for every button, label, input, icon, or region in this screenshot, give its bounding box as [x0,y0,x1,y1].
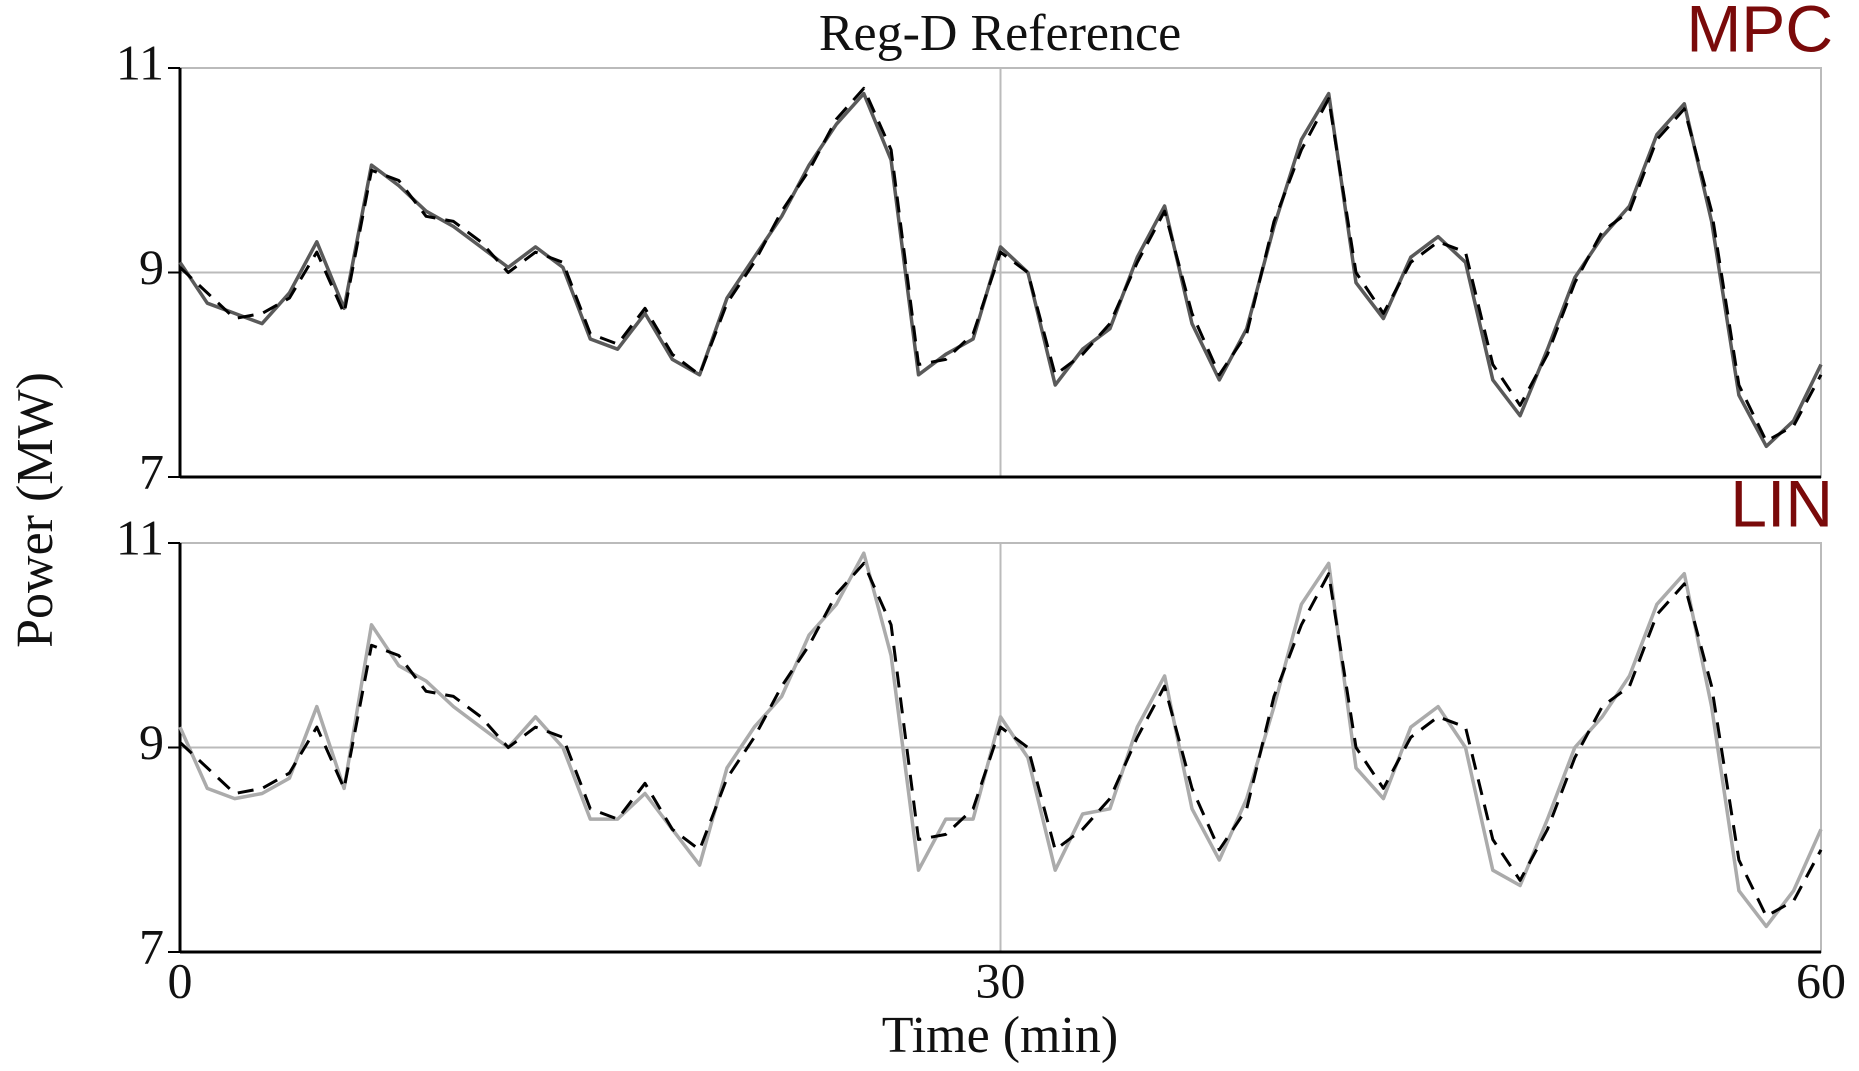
y-tick-label: 7 [139,918,164,974]
x-axis-label: Time (min) [882,1007,1118,1064]
y-tick-label: 7 [139,443,164,499]
x-tick-label: 30 [976,952,1026,1008]
chart-title: Reg-D Reference [819,5,1181,62]
x-tick-label: 60 [1796,952,1846,1008]
panel-label: MPC [1686,0,1833,65]
y-tick-label: 9 [139,714,164,770]
panel-label: LIN [1730,466,1833,540]
y-axis-label: Power (MW) [7,372,64,648]
x-tick-label: 0 [168,952,193,1008]
series-line [178,561,1823,918]
series-line [178,91,1823,449]
y-tick-label: 11 [116,34,164,90]
series-line [178,86,1823,443]
y-tick-label: 9 [139,239,164,295]
series-line [178,551,1823,929]
y-tick-label: 11 [116,509,164,565]
